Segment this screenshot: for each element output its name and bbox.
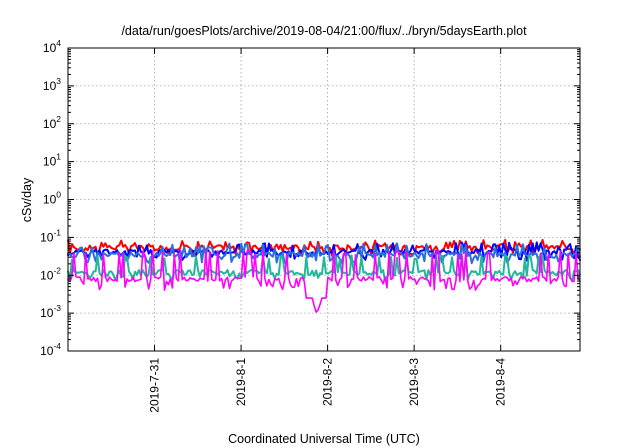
series-line (67, 249, 581, 313)
x-tick-label: 2019-8-1 (234, 358, 248, 406)
y-tick-label: 10-1 (40, 227, 61, 244)
grid (68, 48, 580, 351)
x-axis-label: Coordinated Universal Time (UTC) (228, 432, 420, 446)
series-layer (67, 238, 581, 313)
y-axis-label: cSv/day (20, 177, 34, 222)
y-tick-label: 10-4 (40, 341, 61, 358)
y-tick-label: 102 (43, 114, 61, 131)
y-tick-labels: 104 103 102 101 100 10-1 10-2 10-3 10-4 (40, 38, 61, 358)
y-tick-label: 103 (43, 76, 61, 93)
x-tick-label: 2019-7-31 (148, 358, 162, 413)
y-tick-label: 101 (43, 152, 61, 169)
x-tick-label: 2019-8-2 (321, 358, 335, 406)
series-line (67, 254, 581, 282)
x-tick-label: 2019-8-4 (494, 358, 508, 406)
x-tick-label: 2019-8-3 (407, 358, 421, 406)
ticks (68, 47, 580, 352)
y-tick-label: 10-2 (40, 265, 61, 282)
chart-title: /data/run/goesPlots/archive/2019-08-04/2… (121, 24, 527, 38)
y-tick-label: 100 (43, 190, 61, 207)
x-tick-labels: 2019-7-31 2019-8-1 2019-8-2 2019-8-3 2019-8-… (148, 358, 508, 413)
y-tick-label: 104 (43, 38, 61, 55)
y-tick-label: 10-3 (40, 303, 61, 320)
